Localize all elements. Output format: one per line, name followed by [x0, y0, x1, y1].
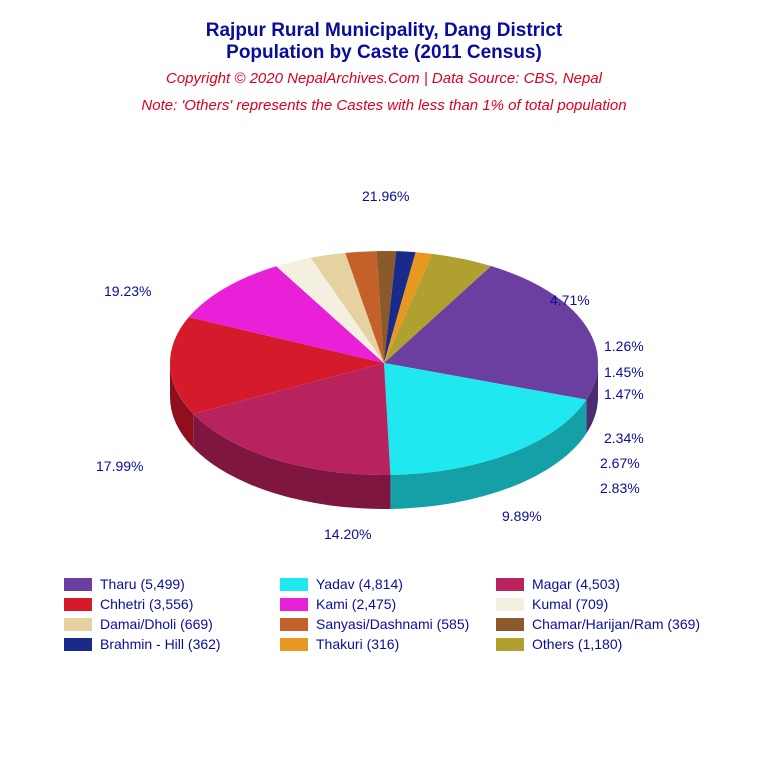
legend-item: Sanyasi/Dashnami (585)	[280, 616, 488, 632]
legend-label: Yadav (4,814)	[316, 576, 403, 592]
legend-label: Brahmin - Hill (362)	[100, 636, 221, 652]
chart-title-line2: Population by Caste (2011 Census)	[141, 42, 626, 64]
copyright-text: Copyright © 2020 NepalArchives.Com | Dat…	[141, 70, 626, 87]
legend-label: Tharu (5,499)	[100, 576, 185, 592]
pie-label: 1.26%	[604, 338, 644, 354]
legend: Tharu (5,499) Yadav (4,814) Magar (4,503) C…	[64, 576, 704, 652]
legend-item: Thakuri (316)	[280, 636, 488, 652]
legend-swatch	[64, 638, 92, 651]
legend-label: Kumal (709)	[532, 596, 608, 612]
legend-item: Kumal (709)	[496, 596, 704, 612]
legend-item: Kami (2,475)	[280, 596, 488, 612]
legend-swatch	[496, 598, 524, 611]
legend-item: Yadav (4,814)	[280, 576, 488, 592]
legend-swatch	[496, 578, 524, 591]
legend-item: Chamar/Harijan/Ram (369)	[496, 616, 704, 632]
legend-swatch	[496, 638, 524, 651]
legend-label: Others (1,180)	[532, 636, 622, 652]
legend-item: Others (1,180)	[496, 636, 704, 652]
pie-label: 2.34%	[604, 430, 644, 446]
legend-item: Chhetri (3,556)	[64, 596, 272, 612]
legend-swatch	[496, 618, 524, 631]
legend-swatch	[280, 618, 308, 631]
pie-chart-area: 21.96% 19.23% 17.99% 14.20% 9.89% 2.83% 2.67% 2…	[64, 128, 704, 568]
pie-label: 19.23%	[104, 283, 151, 299]
legend-swatch	[280, 638, 308, 651]
pie-label: 4.71%	[550, 292, 590, 308]
legend-label: Chhetri (3,556)	[100, 596, 193, 612]
title-block: Rajpur Rural Municipality, Dang District…	[141, 20, 626, 114]
legend-swatch	[64, 578, 92, 591]
legend-swatch	[64, 618, 92, 631]
pie-label: 1.47%	[604, 386, 644, 402]
pie-label: 21.96%	[362, 188, 409, 204]
pie-label: 14.20%	[324, 526, 371, 542]
pie-label: 17.99%	[96, 458, 143, 474]
legend-item: Brahmin - Hill (362)	[64, 636, 272, 652]
pie-label: 2.67%	[600, 455, 640, 471]
legend-swatch	[64, 598, 92, 611]
legend-item: Damai/Dholi (669)	[64, 616, 272, 632]
legend-label: Magar (4,503)	[532, 576, 620, 592]
legend-label: Sanyasi/Dashnami (585)	[316, 616, 469, 632]
legend-label: Kami (2,475)	[316, 596, 396, 612]
chart-title-line1: Rajpur Rural Municipality, Dang District	[141, 20, 626, 42]
legend-swatch	[280, 598, 308, 611]
pie-label: 1.45%	[604, 364, 644, 380]
legend-item: Magar (4,503)	[496, 576, 704, 592]
legend-label: Chamar/Harijan/Ram (369)	[532, 616, 700, 632]
legend-label: Damai/Dholi (669)	[100, 616, 213, 632]
pie-label: 2.83%	[600, 480, 640, 496]
legend-label: Thakuri (316)	[316, 636, 399, 652]
pie-label: 9.89%	[502, 508, 542, 524]
legend-item: Tharu (5,499)	[64, 576, 272, 592]
note-text: Note: 'Others' represents the Castes wit…	[141, 97, 626, 114]
legend-swatch	[280, 578, 308, 591]
